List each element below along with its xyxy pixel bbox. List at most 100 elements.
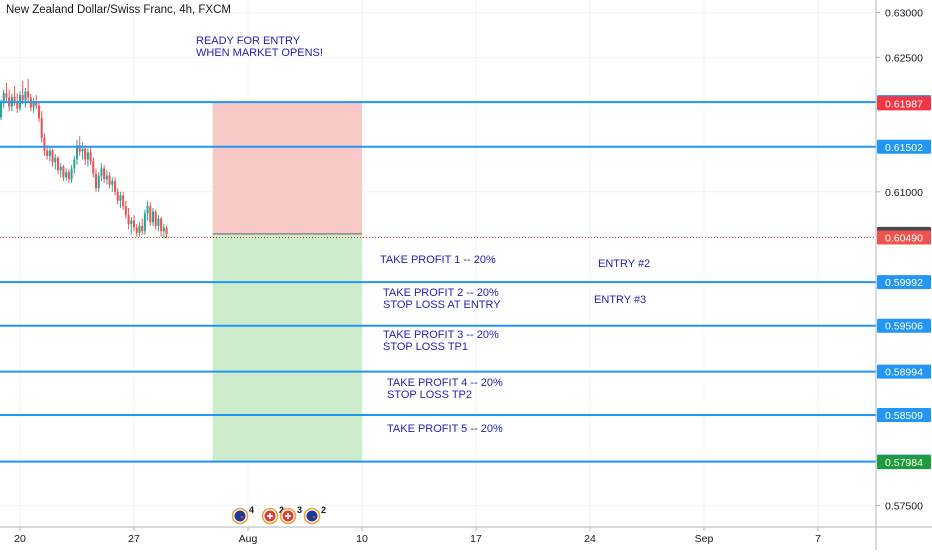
level-price-label: 0.61502: [885, 142, 923, 154]
candle: [81, 148, 84, 152]
price-marker-label: 0.57984: [885, 457, 923, 469]
candle: [70, 168, 73, 180]
stop-loss-zone[interactable]: [212, 102, 362, 234]
candle: [119, 195, 122, 201]
annotation-text: TAKE PROFIT 2 -- 20%: [383, 287, 499, 299]
level-price-label-bg: [877, 408, 931, 423]
annotation-text: TAKE PROFIT 5 -- 20%: [387, 423, 503, 435]
candle: [105, 175, 108, 180]
candle: [113, 181, 117, 192]
event-badge-count: 4: [249, 505, 254, 515]
price-marker-label-bg: [877, 230, 931, 245]
time-tick-label: 27: [128, 533, 140, 545]
chart-title: New Zealand Dollar/Swiss Franc, 4h, FXCM: [4, 3, 233, 17]
candle: [154, 211, 157, 226]
candle: [138, 225, 141, 234]
candle: [75, 145, 79, 160]
event-badge-count: 3: [297, 505, 302, 515]
candle: [124, 206, 127, 216]
candle: [0, 102, 3, 118]
candle: [73, 159, 76, 169]
level-price-label: 0.59506: [885, 321, 923, 333]
time-tick-label: 10: [356, 533, 368, 545]
candle: [116, 191, 119, 201]
price-tick-label: 0.57500: [885, 500, 923, 512]
candle: [130, 220, 133, 225]
candle: [59, 166, 62, 171]
candle: [84, 148, 87, 160]
candle: [62, 166, 65, 178]
candle: [157, 218, 160, 226]
time-tick-label: 24: [584, 533, 596, 545]
annotation-text: TAKE PROFIT 1 -- 20%: [380, 254, 496, 266]
nz-flag-icon: [234, 510, 246, 522]
candle: [94, 173, 98, 189]
candle: [21, 95, 24, 101]
level-price-label-bg: [877, 275, 931, 290]
candle: [67, 172, 70, 180]
annotation-text: TAKE PROFIT 4 -- 20%: [387, 377, 503, 389]
annotation-text: TAKE PROFIT 3 -- 20%: [383, 329, 499, 341]
candle: [43, 138, 46, 151]
candle: [127, 215, 130, 225]
candle: [143, 213, 146, 232]
level-price-label-bg: [877, 139, 931, 154]
candle: [149, 206, 152, 223]
candle: [86, 152, 89, 160]
candle: [103, 168, 106, 180]
candle: [32, 102, 35, 108]
candle: [5, 93, 8, 98]
level-price-label: 0.59992: [885, 277, 923, 289]
price-tick-label: 0.63000: [885, 8, 923, 20]
candle: [100, 168, 103, 176]
time-tick-label: Aug: [239, 533, 258, 545]
price-tick-label: 0.61000: [885, 187, 923, 199]
candle: [97, 175, 100, 189]
candle: [54, 157, 57, 163]
annotation-text: STOP LOSS TP1: [383, 341, 468, 353]
price-marker-label: 0.60490: [885, 233, 923, 245]
candle: [37, 105, 41, 119]
annotation-text: READY FOR ENTRY: [196, 35, 301, 47]
annotation-text: STOP LOSS AT ENTRY: [383, 299, 501, 311]
candle: [141, 225, 144, 232]
annotation-text: WHEN MARKET OPENS!: [196, 47, 323, 59]
annotation-text: ENTRY #3: [594, 294, 646, 306]
candle: [24, 91, 27, 101]
candle: [48, 150, 51, 156]
star-icon: [240, 515, 244, 519]
cross-h-icon: [267, 515, 273, 517]
candle: [165, 227, 168, 234]
level-price-label: 0.58994: [885, 367, 923, 379]
candle: [122, 195, 125, 207]
candle: [65, 172, 68, 178]
candle: [78, 145, 81, 152]
level-price-label: 0.58509: [885, 410, 923, 422]
nz-flag-icon: [306, 510, 318, 522]
candle: [46, 150, 49, 156]
annotation-text: ENTRY #2: [598, 258, 650, 270]
star-icon: [312, 515, 316, 519]
candle: [56, 157, 60, 171]
candle: [135, 227, 138, 234]
candle: [27, 91, 30, 98]
annotation-text: STOP LOSS TP2: [387, 389, 472, 401]
price-tick-label: 0.62500: [885, 52, 923, 64]
candle: [92, 161, 95, 174]
candle: [2, 93, 5, 103]
time-tick-label: Sep: [695, 533, 714, 545]
candle: [16, 102, 19, 109]
take-profit-zone[interactable]: [212, 233, 362, 462]
candle: [13, 96, 16, 103]
candle: [111, 181, 114, 185]
price-marker-label-bg: [877, 96, 931, 111]
candle: [162, 227, 165, 232]
level-price-label-bg: [877, 364, 931, 379]
candle: [146, 206, 149, 214]
price-marker-label: 0.61987: [885, 98, 923, 110]
candle: [40, 118, 43, 139]
event-badge-count: 2: [279, 505, 284, 515]
